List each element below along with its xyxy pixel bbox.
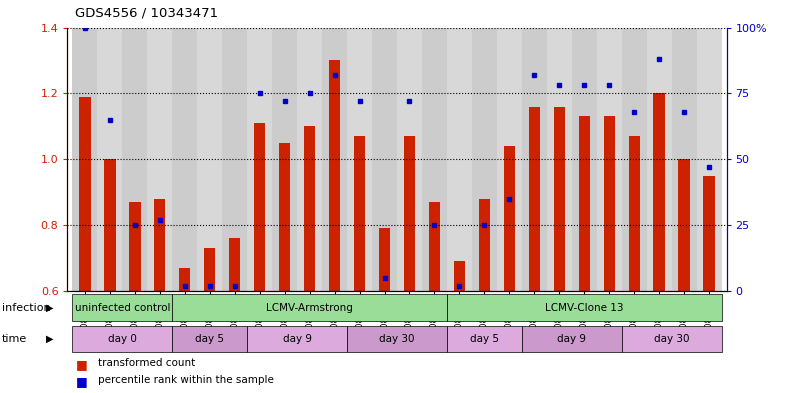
Text: ■: ■: [75, 358, 87, 371]
Bar: [454, 261, 465, 291]
Bar: [522, 28, 547, 291]
Bar: [622, 28, 646, 291]
Bar: [272, 28, 297, 291]
Text: transformed count: transformed count: [98, 358, 195, 367]
Bar: [72, 294, 172, 321]
Bar: [447, 28, 472, 291]
Bar: [379, 228, 390, 291]
Bar: [579, 116, 590, 291]
Bar: [204, 248, 215, 291]
Text: ▶: ▶: [46, 303, 53, 312]
Bar: [254, 123, 265, 291]
Bar: [229, 238, 241, 291]
Bar: [447, 294, 722, 321]
Bar: [653, 93, 665, 291]
Bar: [347, 28, 372, 291]
Bar: [322, 28, 347, 291]
Bar: [279, 143, 291, 291]
Bar: [397, 28, 422, 291]
Text: uninfected control: uninfected control: [75, 303, 170, 312]
Bar: [72, 28, 98, 291]
Bar: [297, 28, 322, 291]
Bar: [503, 146, 515, 291]
Bar: [222, 28, 247, 291]
Bar: [98, 28, 122, 291]
Text: day 0: day 0: [108, 334, 137, 344]
Bar: [172, 28, 197, 291]
Text: LCMV-Armstrong: LCMV-Armstrong: [266, 303, 353, 312]
Bar: [553, 107, 565, 291]
Text: day 30: day 30: [653, 334, 689, 344]
Bar: [696, 28, 722, 291]
Bar: [329, 61, 340, 291]
Text: ▶: ▶: [46, 334, 53, 344]
Bar: [179, 268, 191, 291]
Bar: [522, 326, 622, 352]
Bar: [629, 136, 640, 291]
Text: day 30: day 30: [380, 334, 414, 344]
Bar: [172, 294, 447, 321]
Bar: [304, 126, 315, 291]
Bar: [447, 326, 522, 352]
Bar: [79, 97, 91, 291]
Bar: [646, 28, 672, 291]
Bar: [429, 202, 440, 291]
Bar: [547, 28, 572, 291]
Bar: [572, 28, 597, 291]
Bar: [472, 28, 497, 291]
Text: ■: ■: [75, 375, 87, 388]
Bar: [597, 28, 622, 291]
Text: LCMV-Clone 13: LCMV-Clone 13: [545, 303, 623, 312]
Bar: [247, 326, 347, 352]
Bar: [703, 176, 715, 291]
Bar: [148, 28, 172, 291]
Bar: [422, 28, 447, 291]
Bar: [154, 198, 165, 291]
Bar: [497, 28, 522, 291]
Text: infection: infection: [2, 303, 50, 312]
Bar: [672, 28, 696, 291]
Text: day 9: day 9: [557, 334, 586, 344]
Text: GDS4556 / 10343471: GDS4556 / 10343471: [75, 7, 218, 20]
Bar: [479, 198, 490, 291]
Text: day 9: day 9: [283, 334, 312, 344]
Bar: [622, 326, 722, 352]
Text: time: time: [2, 334, 27, 344]
Bar: [678, 159, 690, 291]
Bar: [104, 159, 116, 291]
Bar: [347, 326, 447, 352]
Bar: [404, 136, 415, 291]
Text: day 5: day 5: [470, 334, 499, 344]
Bar: [122, 28, 148, 291]
Bar: [172, 326, 247, 352]
Bar: [354, 136, 365, 291]
Bar: [372, 28, 397, 291]
Bar: [603, 116, 615, 291]
Bar: [129, 202, 141, 291]
Bar: [529, 107, 540, 291]
Bar: [197, 28, 222, 291]
Text: percentile rank within the sample: percentile rank within the sample: [98, 375, 274, 385]
Bar: [72, 326, 172, 352]
Text: day 5: day 5: [195, 334, 224, 344]
Bar: [247, 28, 272, 291]
